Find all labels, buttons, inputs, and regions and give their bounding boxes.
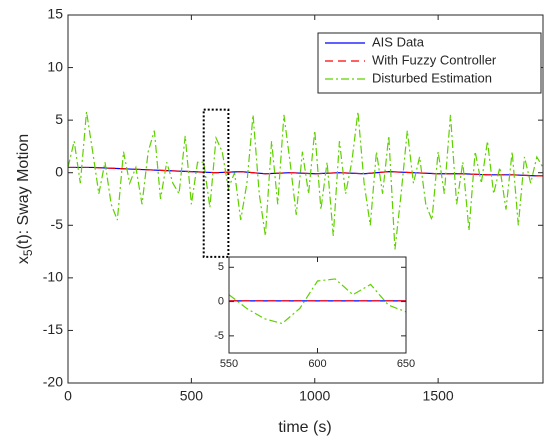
x-tick-label: 1500 (423, 388, 454, 404)
y-tick-label: -15 (43, 321, 63, 337)
y-tick-label: 0 (55, 163, 63, 179)
y-tick-label: -5 (214, 330, 224, 342)
x-tick-label: 500 (180, 388, 204, 404)
y-tick-label: 0 (218, 295, 224, 307)
x-tick-label: 600 (308, 358, 326, 370)
x-tick-label: 0 (64, 388, 72, 404)
x-axis-label: time (s) (278, 419, 331, 436)
y-tick-label: -5 (51, 216, 64, 232)
x-tick-label: 650 (397, 358, 415, 370)
line-series (68, 166, 543, 177)
y-label-rest: (t): Sway Motion (15, 134, 32, 250)
y-axis-label: x5(t): Sway Motion (15, 134, 35, 264)
y-tick-label: -10 (43, 269, 63, 285)
y-label-base: x (15, 256, 32, 264)
legend-label: Disturbed Estimation (372, 70, 492, 85)
y-tick-label: -20 (43, 374, 63, 390)
y-tick-label: 5 (218, 261, 224, 273)
legend-label: With Fuzzy Controller (372, 52, 497, 67)
plot-area (229, 257, 406, 353)
y-label-sub: 5 (21, 249, 35, 256)
axes-frame (67, 14, 544, 384)
line-series (229, 278, 406, 325)
line-series (68, 111, 543, 250)
y-tick-label: 10 (47, 58, 63, 74)
zoom-box (202, 108, 230, 258)
y-tick-label: 5 (55, 111, 63, 127)
legend-label: AIS Data (372, 34, 425, 49)
x-tick-label: 550 (220, 358, 238, 370)
axes-frame (228, 256, 407, 354)
x-tick-label: 1000 (299, 388, 330, 404)
y-tick-label: 15 (47, 6, 63, 22)
